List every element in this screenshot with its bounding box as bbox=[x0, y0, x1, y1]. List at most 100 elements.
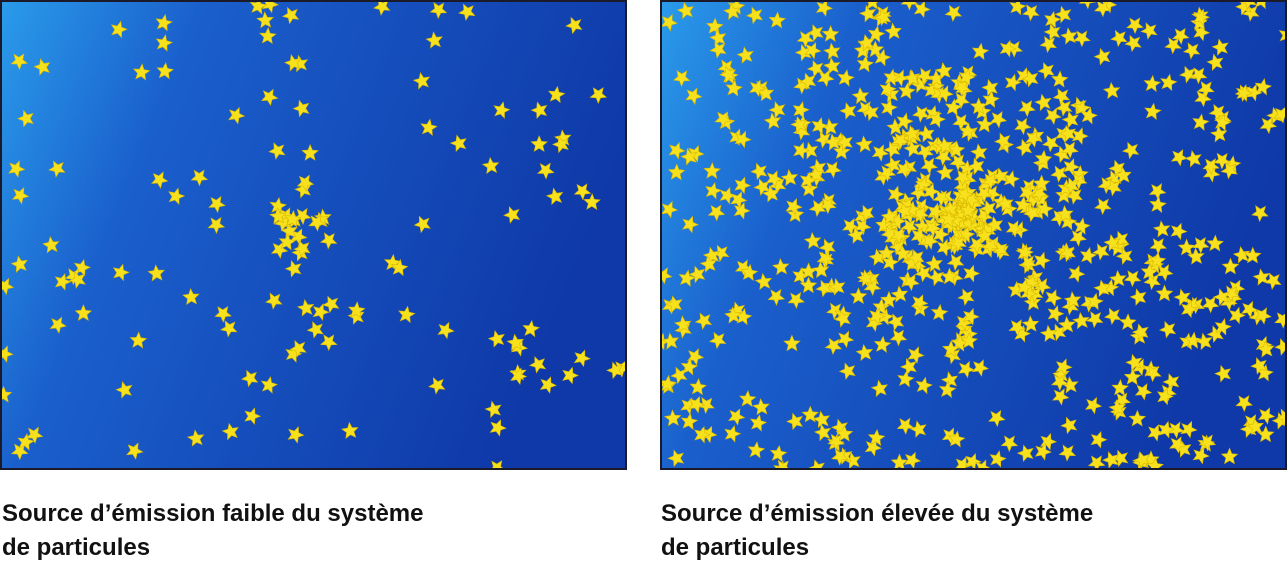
star bbox=[1023, 204, 1041, 223]
star bbox=[221, 422, 239, 441]
star bbox=[1018, 184, 1037, 202]
star bbox=[661, 332, 680, 350]
star bbox=[733, 201, 751, 220]
star bbox=[921, 232, 939, 250]
panel-low bbox=[0, 0, 627, 470]
star bbox=[240, 369, 259, 388]
star bbox=[606, 361, 624, 380]
star bbox=[1195, 332, 1213, 351]
star bbox=[1061, 141, 1079, 159]
star bbox=[1039, 35, 1057, 54]
star bbox=[425, 31, 443, 49]
star bbox=[988, 409, 1006, 428]
star bbox=[913, 0, 931, 19]
star bbox=[1273, 106, 1287, 124]
star bbox=[190, 169, 209, 187]
star bbox=[1043, 23, 1061, 41]
star bbox=[284, 210, 302, 228]
star bbox=[573, 183, 592, 201]
star bbox=[1073, 217, 1091, 235]
star bbox=[583, 193, 601, 211]
star bbox=[270, 241, 289, 259]
star bbox=[927, 268, 945, 287]
star bbox=[1073, 99, 1092, 117]
star bbox=[484, 400, 502, 419]
star bbox=[855, 343, 874, 362]
star bbox=[1085, 311, 1104, 329]
star bbox=[269, 207, 287, 225]
star bbox=[1201, 296, 1220, 314]
star bbox=[1004, 73, 1022, 92]
star bbox=[319, 334, 338, 352]
star bbox=[1146, 457, 1165, 470]
star bbox=[763, 112, 782, 130]
star bbox=[670, 366, 688, 385]
star bbox=[957, 288, 975, 306]
star bbox=[942, 340, 960, 358]
star bbox=[725, 79, 743, 97]
star bbox=[481, 156, 500, 175]
star bbox=[780, 168, 799, 187]
star bbox=[10, 443, 29, 461]
star bbox=[214, 305, 232, 323]
star bbox=[301, 143, 319, 161]
star bbox=[820, 118, 839, 136]
star bbox=[874, 8, 892, 27]
star bbox=[1220, 447, 1239, 465]
star bbox=[909, 420, 927, 438]
star bbox=[927, 202, 945, 221]
star bbox=[685, 87, 703, 105]
background bbox=[660, 0, 1287, 470]
star bbox=[875, 215, 893, 233]
star bbox=[1124, 34, 1142, 53]
star bbox=[898, 82, 916, 100]
star bbox=[1140, 22, 1158, 40]
star bbox=[745, 6, 763, 25]
star bbox=[680, 412, 699, 430]
star bbox=[955, 313, 973, 332]
star bbox=[487, 330, 505, 348]
star bbox=[867, 428, 886, 446]
star bbox=[1164, 37, 1182, 55]
star bbox=[868, 307, 886, 326]
star bbox=[1158, 320, 1177, 339]
star bbox=[851, 87, 870, 105]
star bbox=[672, 70, 691, 87]
star bbox=[699, 255, 718, 273]
star bbox=[155, 13, 173, 32]
star bbox=[917, 125, 935, 143]
star bbox=[934, 148, 953, 166]
star bbox=[1030, 185, 1049, 203]
star bbox=[957, 360, 976, 379]
star bbox=[1036, 200, 1054, 218]
star bbox=[110, 20, 128, 39]
star bbox=[1189, 67, 1208, 85]
star bbox=[934, 62, 953, 80]
star bbox=[10, 255, 28, 273]
star bbox=[1206, 234, 1224, 252]
star bbox=[489, 419, 507, 437]
star bbox=[1140, 262, 1159, 281]
star bbox=[1128, 409, 1147, 427]
star bbox=[11, 186, 30, 205]
star bbox=[896, 160, 914, 179]
star bbox=[1104, 178, 1122, 197]
star bbox=[880, 290, 898, 308]
star bbox=[8, 160, 26, 178]
star bbox=[864, 0, 881, 10]
star bbox=[1239, 0, 1257, 11]
star bbox=[68, 271, 86, 289]
star bbox=[306, 321, 324, 339]
star bbox=[522, 319, 540, 338]
star bbox=[1080, 106, 1098, 125]
star bbox=[929, 110, 946, 129]
star bbox=[864, 438, 882, 457]
star bbox=[1092, 243, 1110, 261]
star bbox=[1126, 17, 1144, 35]
star bbox=[1254, 78, 1273, 96]
star bbox=[1123, 368, 1142, 386]
star bbox=[1194, 89, 1212, 108]
star bbox=[0, 385, 13, 403]
star bbox=[151, 171, 169, 189]
star bbox=[1152, 220, 1171, 238]
